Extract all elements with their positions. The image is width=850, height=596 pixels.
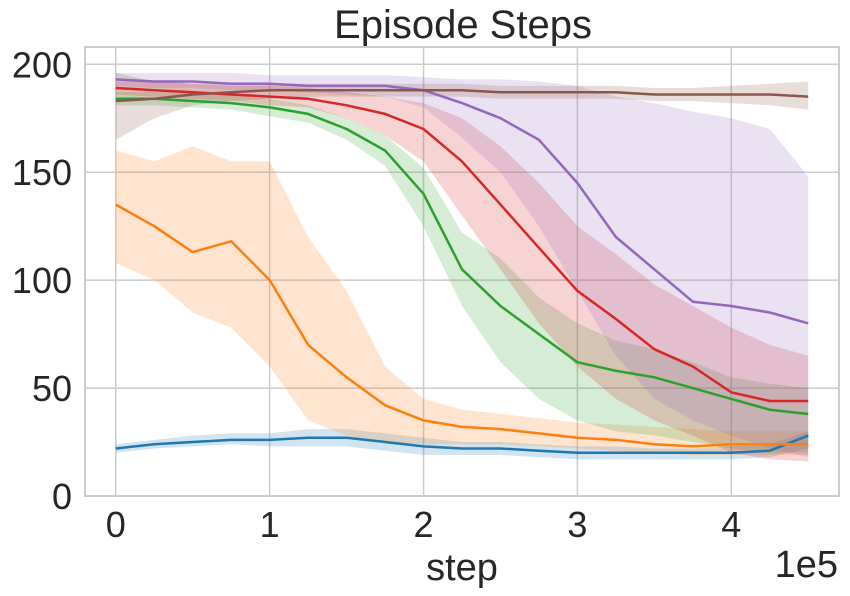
series-line <box>115 78 809 325</box>
plot-frame <box>84 46 840 497</box>
x-tick-label: 0 <box>106 504 126 545</box>
series-line <box>115 86 809 403</box>
confidence-band <box>115 146 809 456</box>
x-axis-label: step <box>426 547 498 589</box>
confidence-band <box>115 92 809 453</box>
y-tick-labels: 0 50 100 150 200 <box>12 44 72 517</box>
series-lines <box>115 78 809 455</box>
y-tick-label: 0 <box>52 476 72 517</box>
x-offset-text: 1e5 <box>775 544 838 586</box>
confidence-band <box>115 81 809 462</box>
series-line <box>115 434 809 455</box>
x-tick-label: 1 <box>260 504 280 545</box>
series-line <box>115 88 809 103</box>
x-tick-label: 2 <box>414 504 434 545</box>
y-tick-label: 100 <box>12 260 72 301</box>
y-tick-label: 200 <box>12 44 72 85</box>
series-line <box>115 203 809 448</box>
confidence-band <box>115 72 809 458</box>
x-tick-label: 4 <box>721 504 741 545</box>
x-tick-label: 3 <box>567 504 587 545</box>
chart-title: Episode Steps <box>334 3 592 47</box>
x-tick-labels: 0 1 2 3 4 <box>106 504 742 545</box>
y-tick-label: 50 <box>32 368 72 409</box>
y-tick-label: 150 <box>12 152 72 193</box>
series-line <box>115 97 809 416</box>
